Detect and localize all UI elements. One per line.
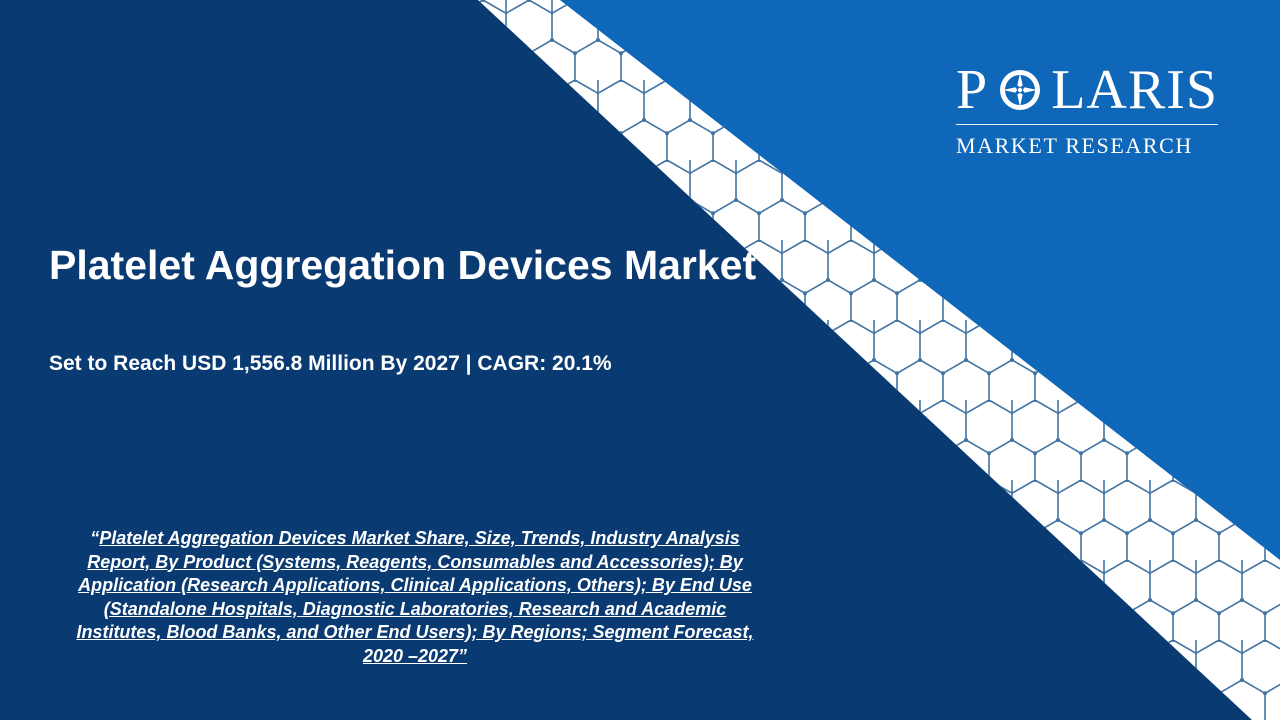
- open-quote: “: [90, 528, 100, 548]
- polaris-logo[interactable]: P LARIS MARKET RESEARCH: [956, 60, 1218, 159]
- hexagon-lattice: [478, 0, 1280, 720]
- logo-letter-p: P: [956, 59, 989, 121]
- slide-title: Platelet Aggregation Devices Market: [49, 242, 757, 288]
- compass-star-icon: [999, 70, 1040, 110]
- report-description: “Platelet Aggregation Devices Market Sha…: [60, 527, 770, 668]
- report-link[interactable]: Platelet Aggregation Devices Market Shar…: [76, 528, 754, 666]
- logo-tagline: MARKET RESEARCH: [956, 133, 1193, 158]
- logo-wordmark: P LARIS: [956, 60, 1218, 120]
- slide-subtitle: Set to Reach USD 1,556.8 Million By 2027…: [49, 352, 612, 375]
- logo-divider: [956, 124, 1218, 125]
- logo-letters-laris: LARIS: [1051, 59, 1218, 121]
